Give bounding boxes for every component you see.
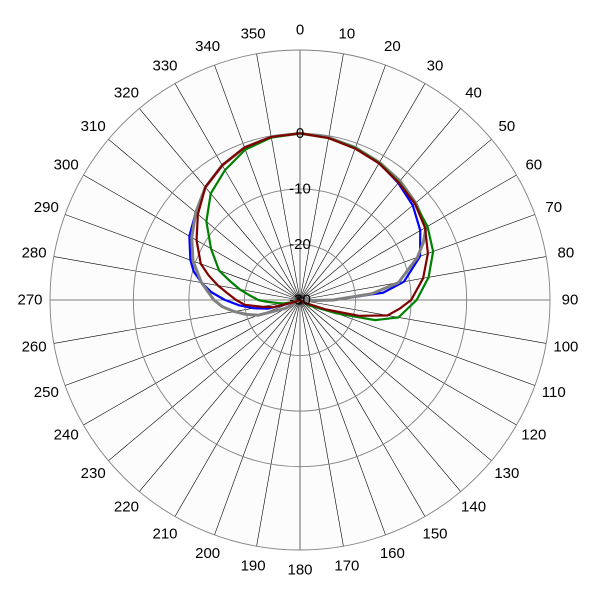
spoke-150 [299,299,426,517]
radial-label-0: 0 [296,125,304,142]
angle-label-80: 80 [558,245,575,262]
angle-label-260: 260 [22,338,47,355]
angle-label-20: 20 [384,38,401,55]
spoke-230 [108,299,301,461]
angle-label-40: 40 [465,85,482,102]
radial-label-3: -30 [289,292,311,309]
spoke-130 [299,299,492,461]
spoke-40 [299,108,461,301]
angle-label-70: 70 [545,199,562,216]
radial-tick-labels: 0 -10 -20 -30 [289,125,311,309]
angle-label-60: 60 [525,157,542,174]
angle-label-310: 310 [81,118,106,135]
angle-label-0: 0 [296,22,304,39]
ring-0 [243,243,357,357]
angle-label-110: 110 [542,384,566,401]
angle-tick-labels: 0 10 20 30 40 50 60 70 80 90 100 110 120 130 140 150 160… [17,22,578,579]
angle-label-270: 270 [17,292,42,309]
angle-label-130: 130 [494,465,519,482]
angle-label-300: 300 [54,157,79,174]
spoke-160 [299,299,386,536]
spoke-60 [299,174,517,301]
angle-label-210: 210 [152,525,177,542]
angle-label-90: 90 [562,292,579,309]
angle-label-320: 320 [114,85,139,102]
spoke-190 [256,299,301,547]
series-line-1 [190,131,428,317]
spoke-10 [299,53,344,301]
spoke-100 [299,299,547,344]
angle-label-160: 160 [380,545,405,562]
angle-label-170: 170 [334,557,359,574]
spoke-20 [299,64,386,301]
spoke-220 [139,299,301,492]
angle-label-50: 50 [498,118,515,135]
angle-label-230: 230 [81,465,106,482]
angle-label-250: 250 [34,384,59,401]
angle-label-10: 10 [339,26,356,43]
angle-label-190: 190 [241,557,266,574]
ring-3 [49,49,551,551]
angular-gridlines [50,50,550,550]
angle-label-330: 330 [152,58,177,75]
spoke-330 [174,83,301,301]
radial-label-1: -10 [289,180,311,197]
angle-label-280: 280 [22,245,47,262]
spoke-320 [139,108,301,301]
angle-label-220: 220 [114,498,139,515]
angle-label-200: 200 [195,545,220,562]
spoke-120 [299,299,517,426]
angle-label-180: 180 [287,562,312,579]
spoke-170 [299,299,344,547]
spoke-240 [83,299,301,426]
series-lines [188,131,435,322]
radial-label-2: -20 [289,236,311,253]
spoke-200 [214,299,301,536]
spoke-290 [64,214,301,301]
spoke-140 [299,299,461,492]
angle-label-140: 140 [461,498,486,515]
spoke-210 [174,299,301,517]
spoke-310 [108,139,301,301]
angle-label-100: 100 [553,338,578,355]
angle-label-120: 120 [521,427,546,444]
spoke-50 [299,139,492,301]
spoke-340 [214,64,301,301]
series-line-3 [195,132,429,317]
angle-label-150: 150 [422,525,447,542]
angle-label-290: 290 [34,199,59,216]
angle-label-30: 30 [427,58,444,75]
spoke-350 [256,53,301,301]
angle-label-350: 350 [241,26,266,43]
angle-label-240: 240 [54,427,79,444]
spoke-280 [53,256,301,301]
spoke-30 [299,83,426,301]
angle-label-340: 340 [195,38,220,55]
